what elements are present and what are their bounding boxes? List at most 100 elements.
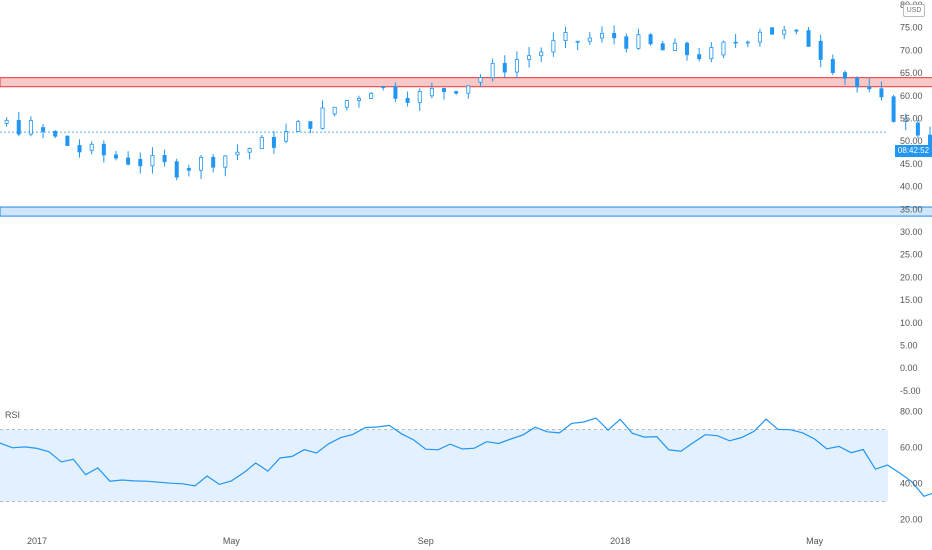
price-tick-label: 50.00 <box>900 136 923 146</box>
rsi-band <box>0 429 888 502</box>
candle-body <box>284 131 289 142</box>
rsi-tick-label: 40.00 <box>900 479 923 489</box>
candle-body <box>806 30 811 47</box>
candle-body <box>308 121 313 129</box>
candle-body <box>697 54 702 60</box>
candle-body <box>211 156 216 168</box>
candle-body <box>138 158 143 167</box>
candle-body <box>721 41 726 56</box>
support-zone[interactable] <box>0 206 932 217</box>
price-tick-label: 40.00 <box>900 182 923 192</box>
candle-body <box>587 37 592 42</box>
candle-body <box>612 32 617 39</box>
candle-body <box>28 120 33 135</box>
current-price-tag: 08:42:52 <box>895 145 932 157</box>
candle-body <box>770 27 775 35</box>
candle-body <box>162 155 167 163</box>
candle-body <box>842 72 847 79</box>
candle-body <box>150 155 155 167</box>
rsi-pane[interactable]: 80.00 60.00 40.00 20.00 <box>0 407 932 525</box>
candle-body <box>599 32 604 39</box>
time-tick-label: 2017 <box>27 536 47 546</box>
candle-body <box>928 134 932 146</box>
candle-body <box>879 88 884 98</box>
candle-body <box>903 118 908 122</box>
price-tick-label: 60.00 <box>900 91 923 101</box>
candle-body <box>514 59 519 73</box>
candle-body <box>53 130 58 137</box>
candle-body <box>417 91 422 103</box>
candle-body <box>915 122 920 136</box>
candle-body <box>223 155 228 168</box>
candle-body <box>393 86 398 99</box>
candle-body <box>575 40 580 43</box>
rsi-tick-label: 80.00 <box>900 407 923 417</box>
price-tick-label: 55.00 <box>900 114 923 124</box>
price-tick-label: 75.00 <box>900 23 923 33</box>
candle-body <box>672 42 677 51</box>
candle-body <box>332 106 337 115</box>
candle-body <box>709 47 714 60</box>
rsi-line <box>0 417 932 498</box>
time-tick-label: 2018 <box>610 536 630 546</box>
candle-body <box>344 100 349 108</box>
candle-body <box>478 77 483 83</box>
candle-body <box>636 34 641 49</box>
candle-body <box>186 168 191 171</box>
resistance-zone[interactable] <box>0 77 932 88</box>
candle-body <box>855 77 860 88</box>
candle-body <box>539 51 544 57</box>
candle-body <box>356 98 361 101</box>
price-zones[interactable] <box>0 77 932 217</box>
unit-badge[interactable]: USD <box>903 4 925 17</box>
price-tick-label: 70.00 <box>900 45 923 55</box>
candle-body <box>733 41 738 44</box>
candle-body <box>502 63 507 73</box>
candle-body <box>4 119 9 124</box>
price-tick-label: 30.00 <box>900 227 923 237</box>
rsi-label: RSI <box>5 410 21 420</box>
price-tick-label: 0.00 <box>900 363 918 373</box>
price-tick-label: 10.00 <box>900 318 923 328</box>
candle-body <box>466 85 471 94</box>
candle-body <box>405 97 410 103</box>
candle-body <box>867 86 872 90</box>
candle-body <box>527 55 532 60</box>
price-tick-label: 45.00 <box>900 159 923 169</box>
time-tick-label: May <box>806 536 824 546</box>
candle-body <box>830 59 835 73</box>
time-axis[interactable]: 2017MaySep2018MaySep2019MaySep2020MaySep… <box>27 536 932 546</box>
candle-body <box>126 157 131 165</box>
candle-body <box>41 127 46 132</box>
candle-body <box>16 119 21 135</box>
candle-body <box>685 42 690 56</box>
candle-body <box>77 145 82 153</box>
candle-body <box>320 107 325 129</box>
candle-body <box>101 143 106 156</box>
candle-body <box>442 88 447 92</box>
candle-body <box>551 40 556 53</box>
candle-body <box>490 63 495 79</box>
candle-body <box>563 32 568 42</box>
price-tick-label: -5.00 <box>900 386 921 396</box>
candle-body <box>381 86 386 89</box>
rsi-tick-label: 20.00 <box>900 515 923 525</box>
rsi-tick-label: 60.00 <box>900 443 923 453</box>
candle-body <box>624 36 629 49</box>
candle-body <box>660 43 665 51</box>
candle-body <box>782 29 787 35</box>
candle-body <box>648 34 653 45</box>
candle-body <box>199 156 204 171</box>
candle-body <box>757 31 762 43</box>
candle-body <box>745 41 750 44</box>
candle-body <box>454 91 459 94</box>
candle-body <box>891 96 896 122</box>
price-axis[interactable]: 80.0075.0070.0065.0060.0055.0050.0045.00… <box>900 0 923 396</box>
time-tick-label: May <box>223 536 241 546</box>
time-tick-label: Sep <box>418 536 434 546</box>
price-tick-label: 5.00 <box>900 341 918 351</box>
candle-body <box>429 88 434 97</box>
price-tick-label: 20.00 <box>900 272 923 282</box>
price-tick-label: 15.00 <box>900 295 923 305</box>
